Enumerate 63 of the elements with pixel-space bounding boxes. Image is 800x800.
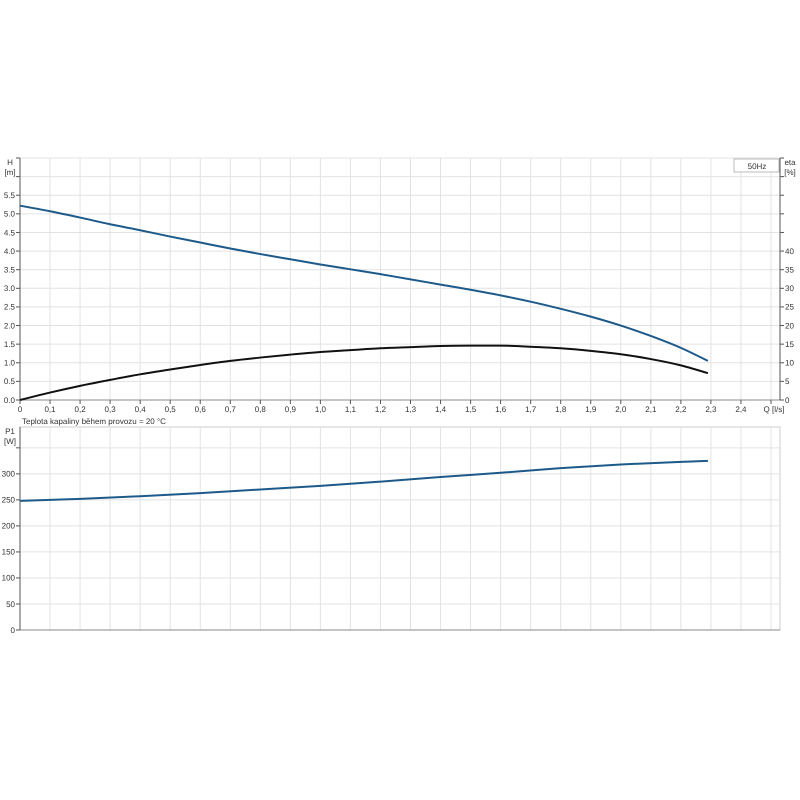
x-axis-title: Q [l/s]: [764, 405, 784, 414]
y-tick-label: 100: [2, 574, 16, 583]
x-tick-label: 0: [18, 405, 23, 414]
y2-tick-label: 35: [785, 265, 794, 274]
y2-tick-label: 5: [785, 377, 790, 386]
x-tick-label: 2,1: [645, 405, 657, 414]
y2-tick-label: 0: [785, 396, 790, 405]
y-tick-label: 0.5: [4, 377, 16, 386]
x-tick-label: 2,4: [735, 405, 748, 414]
y-axis-title: P1 [W]: [4, 427, 16, 446]
y-tick-label: 2.5: [4, 302, 16, 312]
y2-tick-label: 40: [785, 246, 794, 256]
y-tick-label: 4.5: [4, 228, 16, 238]
annotation: 50Hz: [748, 162, 766, 171]
x-tick-label: 0,2: [74, 405, 86, 414]
y2-tick-label: 30: [785, 284, 794, 294]
y-tick-label: 1.5: [4, 340, 16, 349]
x-tick-label: 1,3: [404, 405, 417, 414]
y-tick-label: 4.0: [4, 246, 16, 256]
x-tick-label: 2,0: [615, 405, 627, 414]
y2-axis-title: eta [%]: [784, 158, 796, 177]
y-tick-label: 200: [2, 522, 16, 531]
y-tick-label: 3.0: [4, 284, 16, 294]
x-tick-label: 0,4: [134, 405, 146, 414]
x-tick-label: 2,3: [705, 405, 718, 414]
y2-tick-label: 25: [785, 302, 794, 312]
x-tick-label: 0,6: [194, 405, 206, 414]
x-tick-label: 1,4: [434, 405, 447, 414]
y-tick-label: 300: [2, 470, 16, 479]
y-tick-label: 0: [10, 626, 16, 635]
line-series: [19, 460, 709, 502]
x-tick-label: 0,5: [164, 405, 176, 414]
line-series: [19, 344, 709, 401]
x-tick-label: 1,7: [525, 405, 537, 414]
x-tick-label: 0,3: [104, 405, 116, 414]
text: Teplota kapaliny během provozu = 20 °C: [22, 417, 166, 426]
x-tick-label: 1,1: [344, 405, 357, 414]
y-tick-label: 3.5: [4, 265, 16, 274]
line-series: [19, 204, 709, 362]
y-tick-label: 5.5: [4, 191, 16, 200]
y-tick-label: 0.0: [4, 396, 16, 405]
x-tick-label: 0,8: [254, 405, 266, 414]
y2-tick-label: 15: [785, 340, 794, 349]
x-tick-label: 1,9: [585, 405, 597, 414]
x-tick-label: 0,1: [44, 405, 56, 414]
caption-box: 50Hz: [734, 158, 780, 172]
x-tick-label: 1,5: [465, 405, 477, 414]
y-tick-label: 250: [2, 496, 16, 505]
y-tick-label: 2.0: [4, 321, 16, 330]
x-tick-label: 0,7: [224, 405, 236, 414]
x-tick-label: 1,2: [374, 405, 387, 414]
y-tick-label: 1.0: [4, 358, 16, 368]
x-tick-label: 2,2: [675, 405, 687, 414]
y-tick-label: 150: [2, 548, 16, 557]
x-tick-label: 1,0: [314, 405, 327, 414]
x-tick-label: 1,8: [555, 405, 567, 414]
y2-tick-label: 20: [785, 321, 794, 330]
y-tick-label: 50: [6, 600, 16, 609]
y2-tick-label: 10: [785, 358, 794, 368]
x-tick-label: 0,9: [284, 405, 296, 414]
y-tick-label: 5.0: [4, 210, 16, 219]
x-tick-label: 1,6: [495, 405, 507, 414]
y-axis-title: H [m]: [4, 158, 16, 177]
